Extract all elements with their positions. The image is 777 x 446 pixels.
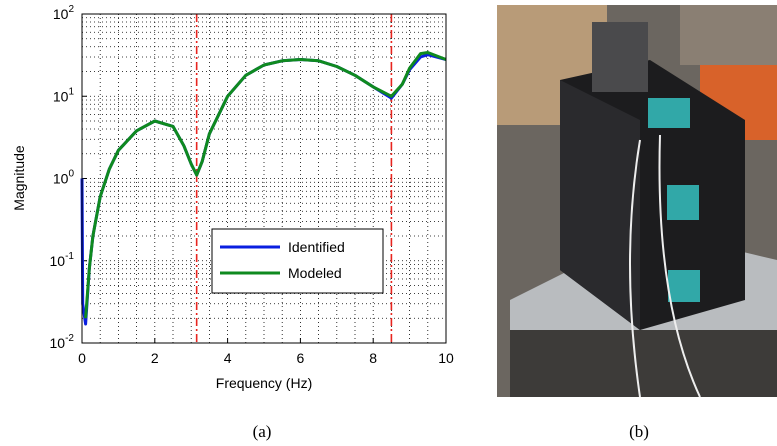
- caption: (b): [629, 422, 649, 441]
- legend-label: Identified: [288, 239, 345, 255]
- y-tick-label: 10-2: [50, 333, 75, 351]
- tick-exponent: -2: [65, 333, 74, 344]
- y-tick-label: 100: [53, 169, 75, 187]
- series-line: [84, 51, 447, 319]
- tick-exponent: 0: [68, 169, 74, 180]
- y-tick-label: 10-1: [50, 251, 75, 269]
- tick-base: 10: [53, 88, 69, 104]
- tick-base: 10: [50, 335, 66, 351]
- x-axis-label: Frequency (Hz): [216, 375, 312, 391]
- tick-base: 10: [53, 6, 69, 22]
- x-tick-label: 0: [78, 350, 86, 366]
- x-tick-label: 8: [369, 350, 377, 366]
- tick-exponent: 1: [68, 86, 74, 97]
- x-tick-label: 2: [151, 350, 159, 366]
- x-tick-label: 4: [224, 350, 232, 366]
- tick-exponent: -1: [65, 251, 74, 262]
- tick-exponent: 2: [68, 4, 74, 15]
- y-axis-label: Magnitude: [11, 145, 27, 211]
- photo: [497, 5, 777, 398]
- legend-label: Modeled: [288, 265, 342, 281]
- plot-frame: [81, 13, 447, 344]
- y-tick-label: 102: [53, 4, 75, 22]
- caption: (a): [253, 422, 272, 441]
- tick-base: 10: [53, 171, 69, 187]
- x-tick-label: 10: [438, 350, 454, 366]
- y-tick-label: 101: [53, 86, 75, 104]
- legend-box: [211, 228, 384, 294]
- x-tick-label: 6: [297, 350, 305, 366]
- tick-base: 10: [50, 253, 66, 269]
